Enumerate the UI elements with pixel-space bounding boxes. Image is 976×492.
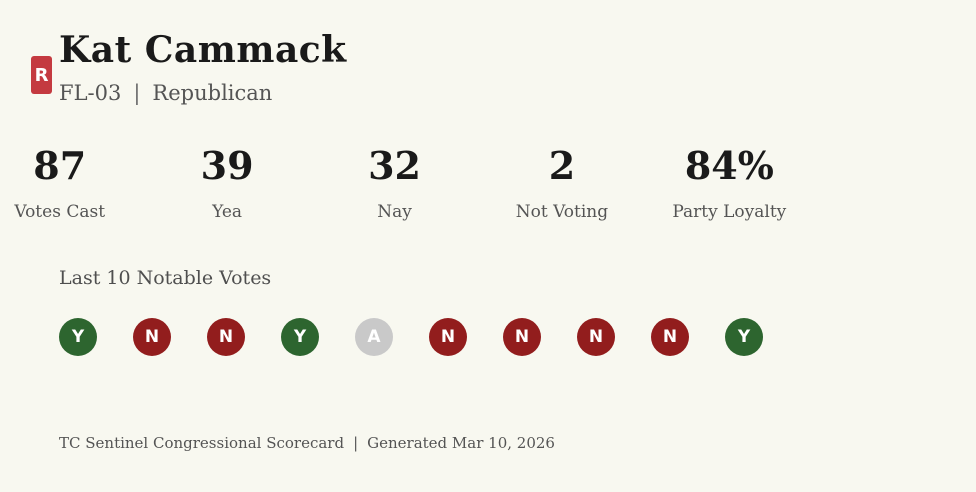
stats-row: 87 Votes Cast 39 Yea 32 Nay 2 Not Voting…: [0, 143, 813, 223]
vote-badge: N: [133, 318, 171, 357]
stat-not-voting: 2 Not Voting: [478, 143, 645, 223]
member-district: FL-03: [59, 81, 122, 106]
notable-votes-title: Last 10 Notable Votes: [59, 266, 272, 289]
footer-separator: |: [353, 434, 359, 453]
vote-badge: N: [577, 318, 615, 357]
vote-badge: N: [651, 318, 689, 357]
vote-badge: N: [429, 318, 467, 357]
footer-source: TC Sentinel Congressional Scorecard: [59, 434, 345, 453]
stat-label: Nay: [377, 202, 412, 223]
subline-separator: |: [133, 81, 141, 106]
stat-value: 2: [548, 142, 576, 188]
member-subline: FL-03 | Republican: [59, 81, 347, 106]
vote-badge: Y: [725, 318, 763, 357]
header-text: Kat Cammack FL-03 | Republican: [59, 29, 347, 107]
stat-value: 87: [33, 142, 87, 188]
footer-generated: Generated Mar 10, 2026: [367, 434, 555, 453]
party-badge-letter: R: [34, 64, 49, 86]
vote-row: Y N N Y A N N N N Y: [59, 318, 976, 357]
member-name: Kat Cammack: [59, 29, 347, 71]
stat-party-loyalty: 84% Party Loyalty: [646, 143, 813, 223]
stat-label: Yea: [212, 202, 243, 223]
scorecard-header: R Kat Cammack FL-03 | Republican: [0, 0, 976, 107]
stat-value: 84%: [684, 142, 774, 188]
vote-badge: Y: [59, 318, 97, 357]
stat-value: 39: [200, 142, 254, 188]
vote-badge: A: [355, 318, 393, 357]
member-party: Republican: [152, 81, 273, 106]
vote-badge: Y: [281, 318, 319, 357]
notable-votes-section: Last 10 Notable Votes Y N N Y A N N N N …: [59, 266, 976, 357]
stat-nay: 32 Nay: [311, 143, 478, 223]
stat-label: Not Voting: [515, 202, 609, 223]
party-badge-icon: R: [31, 56, 52, 95]
stat-yea: 39 Yea: [143, 143, 310, 223]
stat-label: Party Loyalty: [672, 202, 787, 223]
stat-value: 32: [368, 142, 421, 188]
vote-badge: N: [207, 318, 245, 357]
stat-label: Votes Cast: [14, 202, 106, 223]
vote-badge: N: [503, 318, 541, 357]
stat-votes-cast: 87 Votes Cast: [0, 143, 143, 223]
footer: TC Sentinel Congressional Scorecard | Gene…: [59, 434, 976, 454]
